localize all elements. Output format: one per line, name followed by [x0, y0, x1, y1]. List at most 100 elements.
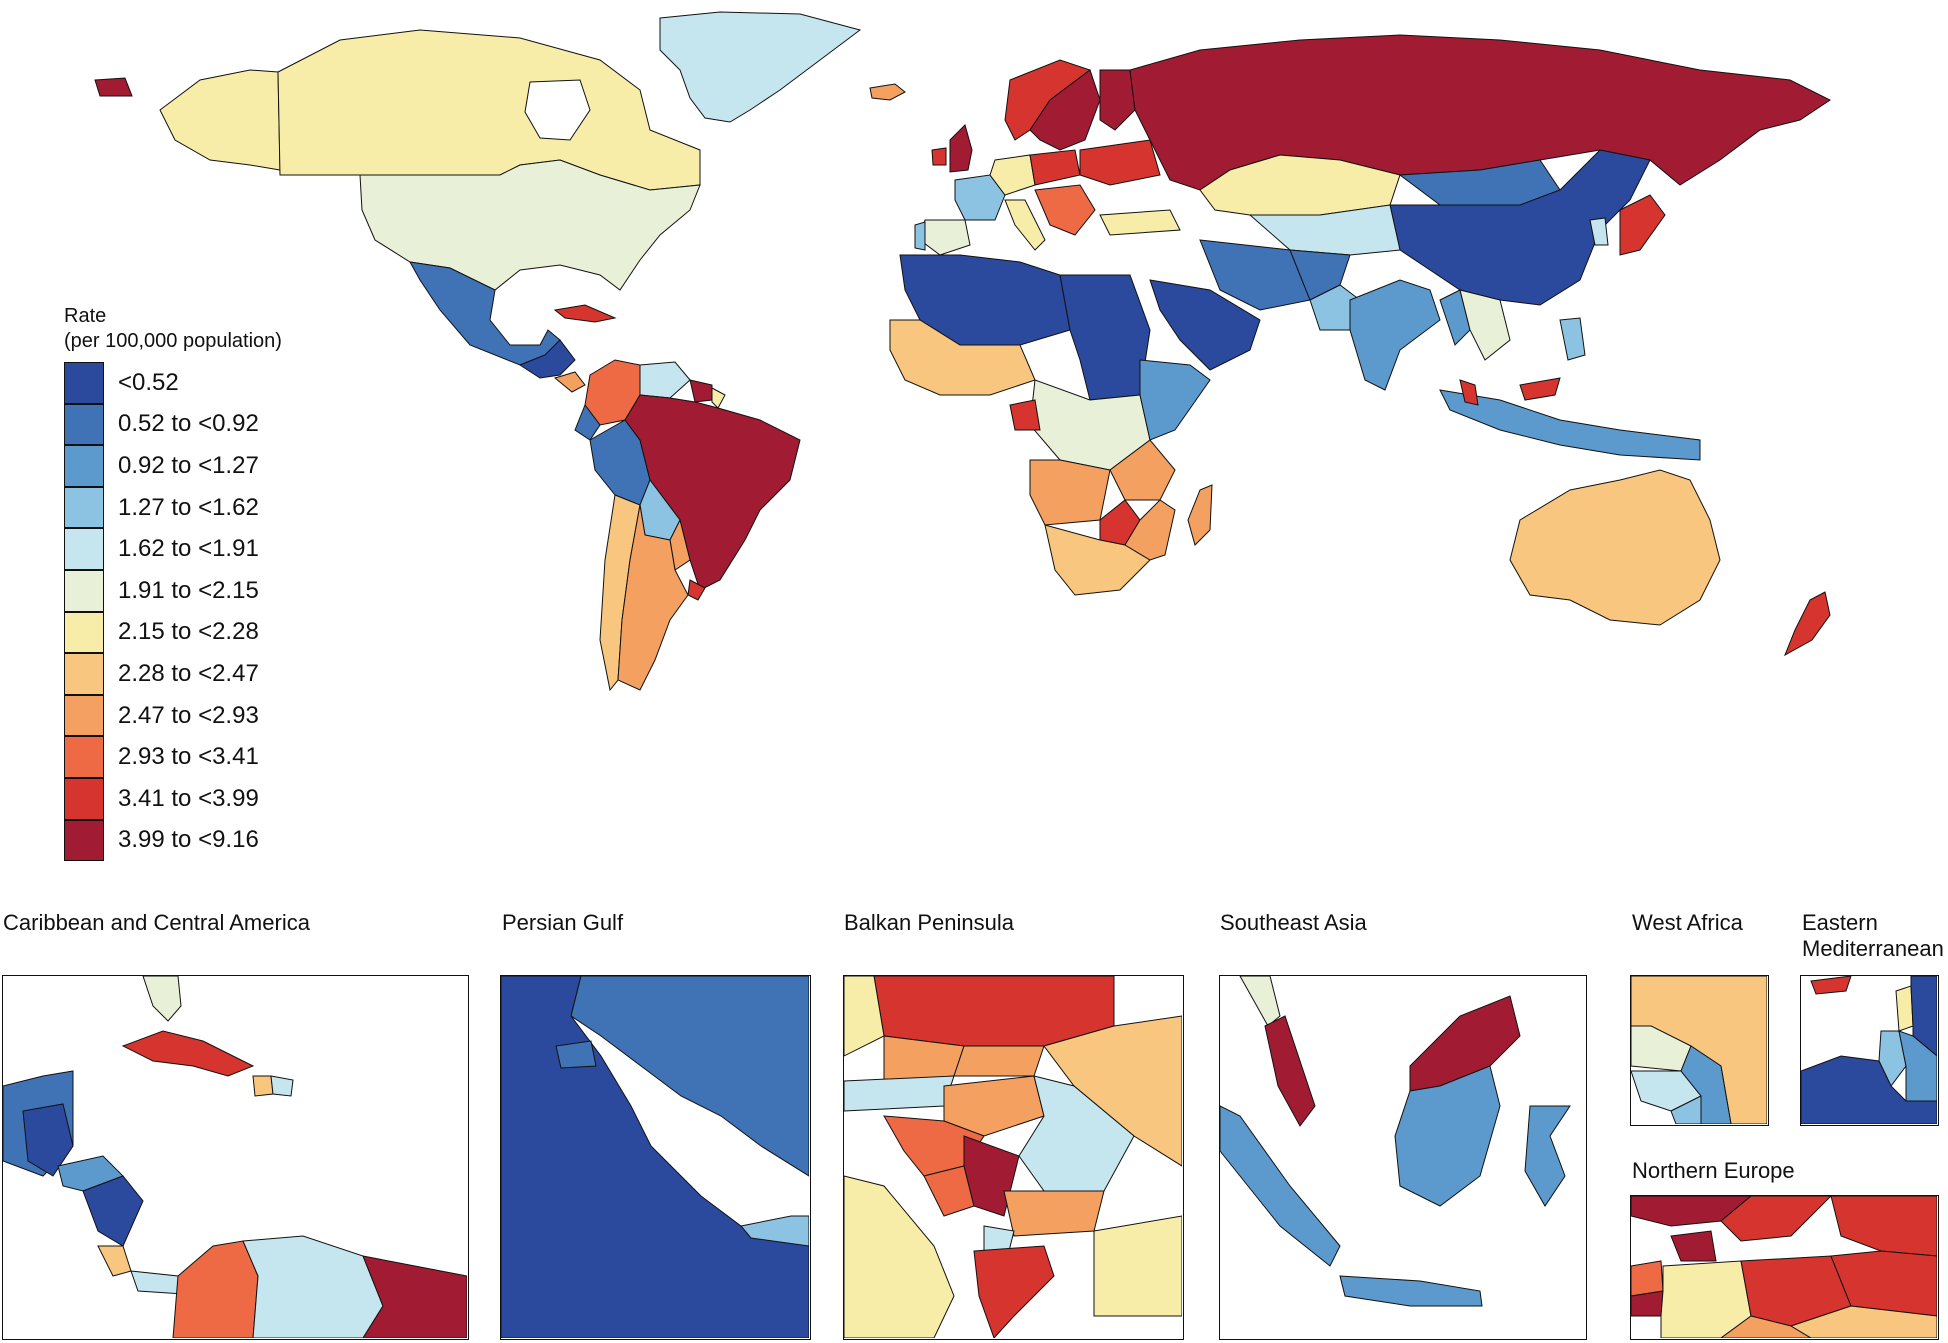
legend-swatch [64, 736, 104, 778]
region-horn-africa [1139, 359, 1211, 441]
inset-title-east-med-line2: Mediterranean [1802, 936, 1944, 961]
region-egypt-sudan [1059, 274, 1151, 401]
inset-carib-haiti [252, 1075, 274, 1097]
legend-item: 2.47 to <2.93 [64, 694, 282, 737]
legend-swatch [64, 777, 104, 820]
region-india [1349, 279, 1441, 391]
legend-label: 2.47 to <2.93 [118, 701, 259, 729]
legend-title-line2: (per 100,000 population) [64, 330, 282, 352]
inset-east-med [1800, 975, 1939, 1126]
region-uk [949, 124, 973, 173]
inset-balkan-poland [873, 976, 1115, 1047]
inset-ne-norway [1631, 1196, 1752, 1227]
region-mozambique [1124, 499, 1176, 561]
inset-balkan-bulgaria [1003, 1190, 1105, 1237]
legend-swatch [64, 528, 104, 570]
inset-carib-cuba [121, 1030, 255, 1077]
legend-swatch [64, 569, 104, 612]
region-iran [1199, 239, 1311, 311]
legend-title-line1: Rate [64, 305, 107, 327]
region-indonesia [1439, 389, 1701, 461]
inset-title-southeast-asia: Southeast Asia [1220, 910, 1367, 935]
inset-sea-sumatra [1220, 1105, 1341, 1267]
inset-sea-java [1339, 1275, 1483, 1307]
region-kazakhstan [1199, 154, 1401, 216]
inset-ne-sweden [1720, 1196, 1832, 1242]
inset-title-caribbean: Caribbean and Central America [3, 910, 310, 935]
region-portugal [914, 221, 926, 251]
region-south-africa [1044, 524, 1151, 596]
region-french-guiana [711, 387, 726, 409]
legend-swatch [64, 653, 104, 695]
inset-ne-denmark [1670, 1230, 1717, 1262]
legend-swatch [64, 445, 104, 487]
region-chukotka-fragment [94, 77, 133, 97]
region-angola [1029, 459, 1111, 526]
inset-carib-panama [130, 1270, 184, 1295]
inset-northern-europe-map [1631, 1196, 1937, 1338]
inset-carib-venezuela [242, 1235, 384, 1338]
region-arabia [1149, 279, 1261, 371]
region-brazil [624, 394, 801, 591]
inset-em-israel [1878, 1030, 1907, 1087]
inset-ne-belgium [1631, 1290, 1664, 1317]
region-north-africa-west [899, 254, 1071, 346]
legend-swatch [64, 819, 104, 862]
inset-em-jordan [1898, 1030, 1937, 1102]
legend-item: 0.92 to <1.27 [64, 445, 282, 487]
region-philippines [1559, 317, 1586, 361]
inset-gulf-iran [570, 976, 809, 1177]
region-malaysia [1459, 377, 1561, 406]
inset-balkan-greece [973, 1245, 1055, 1338]
region-tanzania [1109, 439, 1176, 501]
region-ireland [931, 147, 947, 166]
inset-sea-peninsular-malaysia [1264, 1015, 1316, 1127]
region-australia [1509, 469, 1721, 626]
region-turkey [1099, 209, 1181, 236]
inset-carib-guyana [362, 1255, 467, 1338]
region-cameroon [1009, 399, 1041, 431]
inset-title-balkan: Balkan Peninsula [844, 910, 1015, 935]
region-canada [277, 29, 701, 191]
region-central-america [518, 339, 576, 379]
region-germany [989, 154, 1036, 196]
inset-balkan-map [844, 976, 1182, 1338]
legend-item: 2.93 to <3.41 [64, 736, 282, 778]
inset-west-africa-map [1631, 976, 1767, 1124]
inset-sea-kalimantan [1394, 1065, 1501, 1207]
legend-label: 3.99 to <9.16 [118, 826, 259, 854]
region-russia [1129, 34, 1831, 191]
legend-label: 2.28 to <2.47 [118, 659, 259, 687]
legend-label: 2.15 to <2.28 [118, 618, 259, 646]
inset-balkan-hungary [943, 1075, 1045, 1137]
inset-balkan-austria [844, 1075, 955, 1112]
legend-item: 1.62 to <1.91 [64, 528, 282, 570]
inset-title-west-africa: West Africa [1632, 910, 1743, 935]
inset-balkan [843, 975, 1184, 1340]
legend-swatch [64, 486, 104, 529]
inset-gulf-kuwait [555, 1040, 597, 1069]
region-iceland [869, 83, 906, 101]
region-uruguay [687, 579, 706, 601]
region-cuba [553, 304, 617, 323]
region-japan [1619, 194, 1666, 256]
legend-label: 1.62 to <1.91 [118, 535, 259, 563]
legend-item: 1.91 to <2.15 [64, 569, 282, 612]
inset-ne-ukraine [1789, 1305, 1937, 1338]
inset-persian-gulf-map [501, 976, 809, 1338]
region-poland [1029, 149, 1081, 186]
inset-carib-dominican [270, 1075, 294, 1097]
inset-persian-gulf [500, 975, 811, 1340]
legend-item: 1.27 to <1.62 [64, 486, 282, 529]
inset-balkan-turkey [1093, 1215, 1182, 1317]
inset-ne-belarus [1830, 1250, 1937, 1317]
region-mexico [409, 261, 561, 366]
inset-east-med-map [1801, 976, 1937, 1124]
inset-carib-costa-rica [97, 1245, 132, 1277]
inset-southeast-asia [1219, 975, 1587, 1340]
legend-label: 0.52 to <0.92 [118, 410, 259, 438]
region-sweden [1029, 69, 1101, 151]
region-costa-rica [553, 371, 586, 393]
region-spain [919, 219, 971, 256]
inset-title-persian-gulf: Persian Gulf [502, 910, 624, 935]
